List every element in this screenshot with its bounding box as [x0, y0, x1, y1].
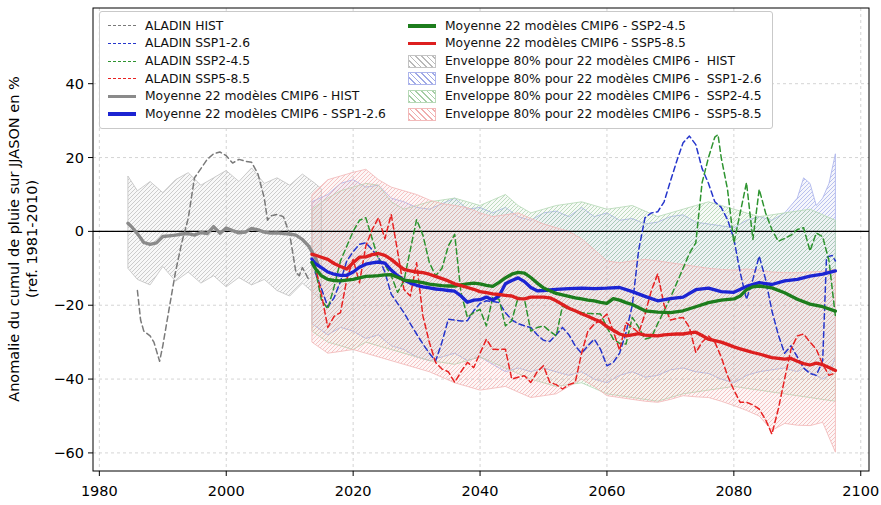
- legend-swatch-dashed-icon: [108, 43, 138, 44]
- x-tick-label: 2020: [335, 483, 372, 499]
- legend-item: Moyenne 22 modèles CMIP6 - SSP2-4.5: [408, 17, 764, 35]
- legend: ALADIN HIST ALADIN SSP1-2.6 ALADIN SSP2-4.…: [99, 11, 773, 129]
- legend-label: ALADIN HIST: [145, 19, 223, 33]
- x-tick-label: 1980: [81, 483, 118, 499]
- legend-item: Moyenne 22 modèles CMIP6 - SSP1-2.6: [108, 105, 408, 123]
- legend-swatch-dashed-icon: [108, 61, 138, 62]
- legend-item: Enveloppe 80% pour 22 modèles CMIP6 - SS…: [408, 70, 764, 88]
- legend-swatch-hatch-icon: [408, 90, 438, 103]
- legend-label: Moyenne 22 modèles CMIP6 - SSP1-2.6: [145, 107, 386, 121]
- legend-item: Moyenne 22 modèles CMIP6 - SSP5-8.5: [408, 35, 764, 53]
- y-tick-label: −20: [53, 297, 84, 313]
- x-tick-label: 2040: [462, 483, 499, 499]
- legend-label: Enveloppe 80% pour 22 modèles CMIP6 - HI…: [445, 54, 735, 68]
- legend-swatch-hatch-icon: [408, 55, 438, 68]
- legend-item: Moyenne 22 modèles CMIP6 - HIST: [108, 88, 408, 106]
- x-tick-label: 2000: [208, 483, 245, 499]
- legend-swatch-hatch-icon: [408, 72, 438, 85]
- y-axis-label: Anomalie du cumul de pluie sur JJASON en…: [5, 39, 41, 439]
- legend-item: Enveloppe 80% pour 22 modèles CMIP6 - HI…: [408, 52, 764, 70]
- figure: 1980 2000 2020 2040 2060 2080 2100 40 20 0 −20 −40 −…: [0, 0, 881, 505]
- legend-label: ALADIN SSP2-4.5: [145, 54, 250, 68]
- legend-label: Enveloppe 80% pour 22 modèles CMIP6 - SS…: [445, 107, 762, 121]
- x-tick-label: 2080: [715, 483, 752, 499]
- legend-swatch-mean-icon: [408, 24, 438, 28]
- legend-label: Moyenne 22 modèles CMIP6 - SSP5-8.5: [445, 36, 686, 50]
- y-axis-label-line2: (ref. 1981-2010): [23, 39, 41, 439]
- legend-item: ALADIN HIST: [108, 17, 408, 35]
- legend-item: ALADIN SSP1-2.6: [108, 35, 408, 53]
- x-tick-label: 2100: [842, 483, 879, 499]
- legend-swatch-mean-icon: [108, 112, 138, 116]
- legend-label: Enveloppe 80% pour 22 modèles CMIP6 - SS…: [445, 89, 762, 103]
- legend-label: Moyenne 22 modèles CMIP6 - SSP2-4.5: [445, 19, 686, 33]
- legend-item: ALADIN SSP5-8.5: [108, 70, 408, 88]
- legend-label: ALADIN SSP5-8.5: [145, 72, 250, 86]
- legend-label: Enveloppe 80% pour 22 modèles CMIP6 - SS…: [445, 72, 762, 86]
- legend-swatch-hatch-icon: [408, 108, 438, 121]
- y-tick-label: −40: [53, 371, 84, 387]
- legend-item: Enveloppe 80% pour 22 modèles CMIP6 - SS…: [408, 88, 764, 106]
- legend-swatch-dashed-icon: [108, 78, 138, 79]
- y-axis-label-line1: Anomalie du cumul de pluie sur JJASON en…: [5, 39, 23, 439]
- legend-column-right: Moyenne 22 modèles CMIP6 - SSP2-4.5 Moyen…: [408, 17, 764, 123]
- legend-label: Moyenne 22 modèles CMIP6 - HIST: [145, 89, 359, 103]
- legend-item: Enveloppe 80% pour 22 modèles CMIP6 - SS…: [408, 105, 764, 123]
- legend-label: ALADIN SSP1-2.6: [145, 36, 250, 50]
- legend-swatch-dashed-icon: [108, 25, 138, 26]
- x-tick-label: 2060: [588, 483, 625, 499]
- legend-swatch-mean-icon: [408, 42, 438, 46]
- y-tick-label: 0: [75, 223, 84, 239]
- y-tick-label: −60: [53, 445, 84, 461]
- legend-swatch-mean-icon: [108, 95, 138, 99]
- y-tick-label: 40: [66, 76, 84, 92]
- legend-column-left: ALADIN HIST ALADIN SSP1-2.6 ALADIN SSP2-4.…: [108, 17, 408, 123]
- legend-item: ALADIN SSP2-4.5: [108, 52, 408, 70]
- y-tick-label: 20: [66, 150, 84, 166]
